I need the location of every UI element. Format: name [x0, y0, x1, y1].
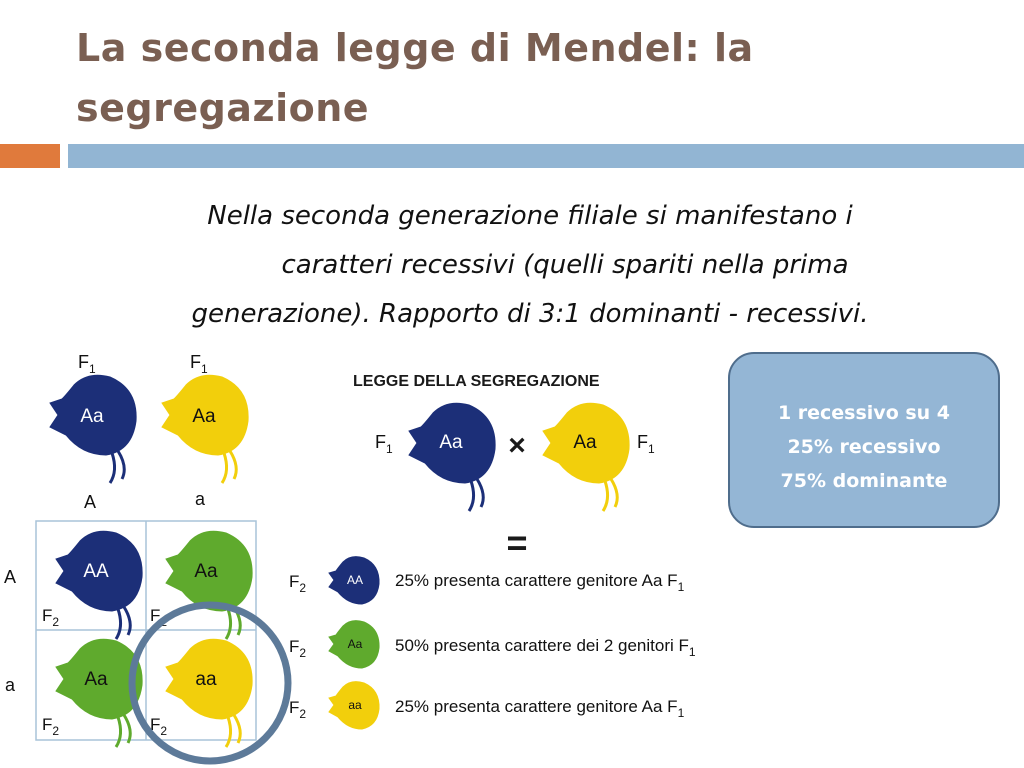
parent-fish-2: F1 Aa: [160, 352, 250, 485]
segregation-diagram: LEGGE DELLA SEGREGAZIONE F1 Aa × Aa F1 =…: [289, 373, 696, 730]
body-text: Nella seconda generazione filiale si man…: [100, 192, 960, 339]
svg-text:aa: aa: [348, 698, 362, 712]
cross-left-gen: F1: [375, 432, 393, 456]
result-row-AA: F2 AA 25% presenta carattere genitore Aa…: [289, 556, 685, 605]
svg-text:Aa: Aa: [348, 637, 363, 651]
svg-text:F2: F2: [289, 572, 306, 595]
svg-text:25% presenta carattere genitor: 25% presenta carattere genitore Aa F1: [395, 571, 685, 594]
cross-sign: ×: [508, 429, 526, 462]
segregation-heading: LEGGE DELLA SEGREGAZIONE: [353, 373, 600, 390]
allele-row-1: A: [4, 567, 16, 587]
result-row-aa: F2 aa 25% presenta carattere genitore Aa…: [289, 681, 685, 730]
cross-left-genotype: Aa: [439, 432, 463, 453]
svg-text:F2: F2: [150, 715, 167, 738]
svg-text:F2: F2: [42, 606, 59, 629]
svg-text:F2: F2: [289, 637, 306, 660]
green-fish-icon: [164, 529, 254, 641]
body-line-2: caratteri recessivi (quelli spariti nell…: [281, 250, 849, 280]
svg-text:AA: AA: [83, 561, 109, 582]
svg-text:F2: F2: [289, 698, 306, 721]
svg-text:AA: AA: [347, 573, 363, 587]
allele-row-2: a: [5, 675, 16, 695]
parent-fish-1: F1 Aa: [48, 352, 138, 485]
ratio-callout: 1 recessivo su 4 25% recessivo 75% domin…: [728, 352, 1000, 528]
parent-2-gen-label: F1: [190, 352, 208, 376]
body-line-1: Nella seconda generazione filiale si man…: [207, 201, 853, 231]
punnett-cell-AA: AA F2: [42, 529, 144, 641]
svg-text:25% presenta carattere genitor: 25% presenta carattere genitore Aa F1: [395, 697, 685, 720]
result-row-Aa: F2 Aa 50% presenta carattere dei 2 genit…: [289, 620, 696, 669]
highlight-circle: [128, 601, 292, 765]
navy-fish-icon: [48, 373, 138, 485]
callout-line-2: 25% recessivo: [787, 436, 941, 458]
parent-1-genotype: Aa: [80, 406, 104, 427]
allele-col-1: A: [84, 492, 96, 512]
punnett-cell-Aa-bottom: Aa F2: [42, 637, 144, 749]
callout-line-1: 1 recessivo su 4: [777, 402, 951, 424]
svg-text:Aa: Aa: [194, 561, 218, 582]
callout-line-3: 75% dominante: [780, 470, 948, 492]
accent-bar-blue: [68, 144, 1024, 168]
punnett-diagram: F1 Aa F1 Aa A a A a AA F2 Aa F2 Aa F2 aa…: [4, 352, 292, 765]
svg-text:F2: F2: [42, 715, 59, 738]
svg-text:Aa: Aa: [84, 669, 108, 690]
navy-fish-icon: [407, 401, 497, 513]
navy-fish-icon: [54, 529, 144, 641]
yellow-fish-icon: [541, 401, 631, 513]
parent-1-gen-label: F1: [78, 352, 96, 376]
slide-title: La seconda legge di Mendel: la segregazi…: [76, 26, 754, 130]
svg-text:50% presenta carattere dei 2 g: 50% presenta carattere dei 2 genitori F1: [395, 636, 696, 659]
cross-right-gen: F1: [637, 432, 655, 456]
parent-2-genotype: Aa: [192, 406, 216, 427]
accent-bar-orange: [0, 144, 60, 168]
equals-sign: =: [506, 522, 527, 563]
body-line-3: generazione). Rapporto di 3:1 dominanti …: [191, 299, 869, 329]
punnett-cell-aa: aa F2: [150, 637, 254, 749]
yellow-fish-icon: [160, 373, 250, 485]
punnett-grid: [35, 520, 257, 741]
svg-text:aa: aa: [195, 669, 217, 690]
cross-right-genotype: Aa: [573, 432, 597, 453]
allele-col-2: a: [195, 489, 206, 509]
yellow-fish-icon: [164, 637, 254, 749]
